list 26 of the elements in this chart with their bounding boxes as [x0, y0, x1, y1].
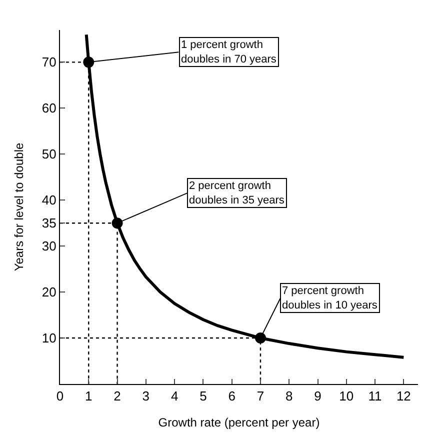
y-tick-label: 70	[42, 54, 56, 70]
x-axis-title: Growth rate (percent per year)	[158, 416, 320, 430]
y-axis-title: Years for level to double	[12, 142, 26, 272]
x-tick-label: 0	[56, 388, 64, 404]
annotation: 7 percent growth doubles in 10 years	[282, 285, 378, 312]
x-tick-label: 1	[85, 388, 92, 404]
y-tick-label: 60	[42, 100, 56, 116]
x-tick-label: 8	[286, 388, 293, 404]
x-tick-label: 9	[314, 388, 322, 404]
annotation: 2 percent growth doubles in 35 years	[189, 180, 285, 206]
y-tick-label: 30	[42, 238, 56, 254]
x-tick-label: 6	[228, 388, 236, 404]
x-tick-label: 3	[142, 388, 150, 404]
x-tick-label: 11	[368, 388, 382, 404]
x-tick-label: 2	[114, 388, 121, 404]
y-tick-label: 35	[42, 216, 56, 231]
annotation: 1 percent growth doubles in 70 years	[181, 39, 277, 66]
x-tick-label: 4	[170, 388, 178, 404]
x-tick-label: 10	[339, 388, 354, 404]
x-tick-label: 5	[200, 388, 207, 404]
y-tick-label: 40	[42, 192, 56, 208]
x-tick-label: 12	[396, 388, 411, 404]
y-tick-label: 50	[42, 146, 56, 162]
x-tick-label: 7	[256, 388, 264, 404]
y-tick-label: 20	[42, 284, 56, 300]
y-tick-label: 10	[42, 330, 56, 346]
